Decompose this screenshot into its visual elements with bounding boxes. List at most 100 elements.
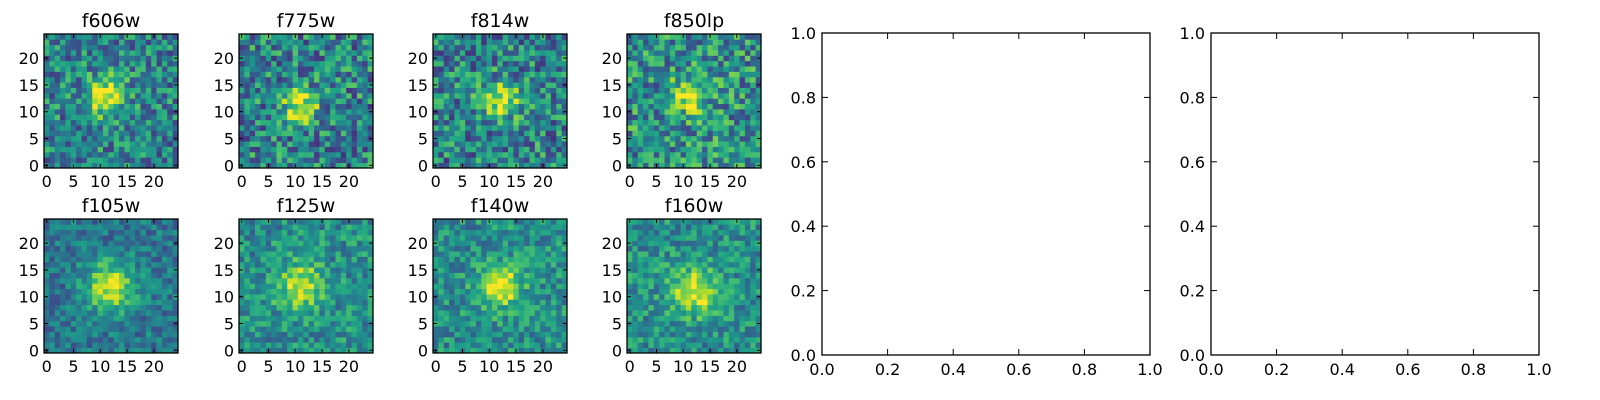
heatmap-cell xyxy=(367,229,374,236)
heatmap-cell xyxy=(346,294,352,300)
heatmap-cell xyxy=(76,240,82,247)
heatmap-cell xyxy=(244,34,251,40)
heatmap-cell xyxy=(502,251,509,257)
heatmap-cell xyxy=(330,39,336,46)
heatmap-cell xyxy=(470,272,477,279)
heatmap-cell xyxy=(108,66,115,72)
heatmap-cell xyxy=(454,141,461,147)
heatmap-cell xyxy=(255,299,261,306)
heatmap-cell xyxy=(156,288,163,295)
heatmap-cell xyxy=(356,119,363,126)
heatmap-cell xyxy=(529,245,536,252)
heatmap-cell xyxy=(356,261,363,268)
heatmap-cell xyxy=(659,267,665,273)
heatmap-cell xyxy=(529,310,536,316)
heatmap-cell xyxy=(632,162,639,169)
heatmap-cell xyxy=(244,245,251,252)
heatmap-cell xyxy=(281,331,288,338)
heatmap-cell xyxy=(335,141,342,147)
heatmap-cell xyxy=(255,151,261,158)
heatmap-cell xyxy=(556,92,562,99)
heatmap-cell xyxy=(556,256,562,263)
heatmap-cell xyxy=(734,342,740,348)
heatmap-cell xyxy=(276,119,283,126)
heatmap-cell xyxy=(49,235,56,241)
heatmap-cell xyxy=(297,125,304,131)
heatmap-cell xyxy=(627,60,633,67)
heatmap-cell xyxy=(260,146,267,153)
heatmap-cell xyxy=(81,135,88,142)
heatmap-cell xyxy=(475,310,482,316)
heatmap-cell xyxy=(691,320,698,327)
heatmap-cell xyxy=(65,288,72,295)
heatmap-cell xyxy=(497,44,504,51)
heatmap-cell xyxy=(470,92,477,99)
heatmap-cell xyxy=(664,151,671,158)
heatmap-cell xyxy=(550,71,557,78)
heatmap-cell xyxy=(632,272,639,279)
heatmap-cell xyxy=(161,240,168,247)
heatmap-cell xyxy=(723,283,730,290)
heatmap-cell xyxy=(92,141,98,147)
axes-frame xyxy=(432,33,568,169)
heatmap-cell xyxy=(255,157,261,163)
heatmap-cell xyxy=(750,320,756,327)
heatmap-cell xyxy=(508,245,514,252)
heatmap-cell xyxy=(632,342,639,348)
heatmap-cell xyxy=(54,283,61,290)
heatmap-cell xyxy=(92,130,98,137)
heatmap-cell xyxy=(81,162,88,169)
heatmap-cell xyxy=(556,76,562,83)
heatmap-cell xyxy=(491,146,498,153)
heatmap-cell xyxy=(135,315,141,322)
heatmap-cell xyxy=(244,92,251,99)
heatmap-cell xyxy=(518,288,525,295)
heatmap-cell xyxy=(659,87,665,94)
heatmap-cell xyxy=(330,240,336,247)
heatmap-cell xyxy=(659,320,665,327)
heatmap-cell xyxy=(723,34,730,40)
heatmap-cell xyxy=(287,66,293,72)
heatmap-cell xyxy=(438,299,445,306)
heatmap-cell xyxy=(167,141,173,147)
heatmap-cell xyxy=(151,320,157,327)
heatmap-cell xyxy=(550,109,557,115)
heatmap-cell xyxy=(454,50,461,56)
heatmap-cell xyxy=(443,219,450,225)
heatmap-cell xyxy=(449,277,455,284)
heatmap-cell xyxy=(449,130,455,137)
heatmap-cell xyxy=(433,141,439,147)
heatmap-cell xyxy=(271,71,277,78)
heatmap-cell xyxy=(145,162,152,169)
heatmap-cell xyxy=(303,342,310,348)
heatmap-cell xyxy=(308,331,315,338)
heatmap-cell xyxy=(728,135,735,142)
heatmap-cell xyxy=(438,151,445,158)
heatmap-cell xyxy=(518,135,525,142)
heatmap-cell xyxy=(734,92,740,99)
heatmap-cell xyxy=(659,326,665,332)
heatmap-cell xyxy=(102,310,109,316)
heatmap-cell xyxy=(675,141,681,147)
heatmap-cell xyxy=(470,87,477,94)
heatmap-cell xyxy=(351,336,358,343)
y-tick-label: 20 xyxy=(408,49,428,68)
heatmap-cell xyxy=(449,272,455,279)
heatmap-cell xyxy=(491,151,498,158)
heatmap-cell xyxy=(556,245,562,252)
heatmap-cell xyxy=(76,55,82,62)
heatmap-cell xyxy=(524,109,530,115)
heatmap-cell xyxy=(702,114,708,121)
heatmap-cell xyxy=(108,229,115,236)
heatmap-cell xyxy=(65,251,72,257)
heatmap-cell xyxy=(627,66,633,72)
heatmap-cell xyxy=(140,224,147,231)
heatmap-cell xyxy=(145,87,152,94)
heatmap-cell xyxy=(265,320,272,327)
heatmap-cell xyxy=(303,55,310,62)
heatmap-cell xyxy=(330,336,336,343)
heatmap-cell xyxy=(540,267,546,273)
heatmap-cell xyxy=(260,245,267,252)
heatmap-cell xyxy=(108,103,115,110)
heatmap-cell xyxy=(481,55,487,62)
